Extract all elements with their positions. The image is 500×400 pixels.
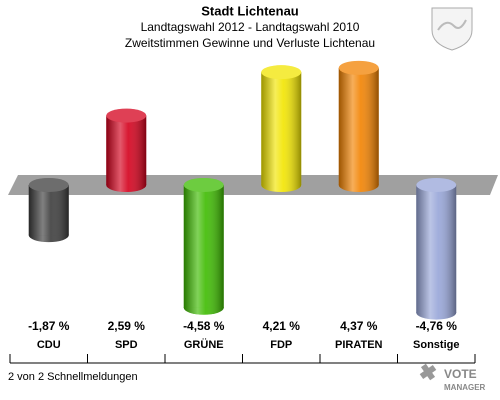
bar-top-shade — [338, 60, 379, 75]
bar-shade — [338, 67, 379, 185]
chart-subtitle: Zweitstimmen Gewinne und Verluste Lichte… — [125, 36, 375, 50]
bar-top — [106, 108, 147, 123]
bar-top — [261, 65, 302, 80]
value-label: 4,37 % — [340, 319, 378, 333]
x-tick-label: FDP — [270, 339, 292, 351]
x-tick-label: Sonstige — [413, 339, 459, 351]
bar-top — [28, 178, 69, 192]
logo-text: VOTE — [444, 367, 477, 381]
bar-shade — [28, 185, 69, 236]
bar-shade — [183, 185, 224, 308]
x-tick-label: CDU — [37, 339, 61, 351]
bar-top — [416, 178, 457, 192]
footer: 2 von 2 Schnellmeldungen — [8, 371, 138, 383]
x-tick-label: PIRATEN — [335, 339, 383, 351]
value-label: 4,21 % — [263, 319, 301, 333]
value-label: 2,59 % — [108, 319, 146, 333]
bar-top-shade — [28, 178, 69, 192]
bar-shade — [106, 115, 147, 185]
value-label: -4,76 % — [416, 319, 458, 333]
value-label: -1,87 % — [28, 319, 70, 333]
bar-top — [183, 178, 224, 192]
coat-of-arms — [431, 7, 473, 51]
bar-top-shade — [183, 178, 224, 192]
bar-top-shade — [106, 108, 147, 123]
coat-of-arms-detail — [437, 19, 467, 31]
logo-text: MANAGER — [444, 383, 486, 392]
bar-top-shade — [416, 178, 457, 192]
x-tick-label: SPD — [115, 339, 138, 351]
bar-top — [338, 60, 379, 75]
x-tick-label: GRÜNE — [184, 338, 224, 351]
chart-subtitle: Landtagswahl 2012 - Landtagswahl 2010 — [141, 20, 360, 34]
logo-mark — [419, 363, 437, 381]
bar-shade — [261, 72, 302, 185]
chart-title: Stadt Lichtenau — [201, 3, 299, 18]
bar-shade — [416, 185, 457, 313]
bar-top-shade — [261, 65, 302, 80]
value-label: -4,58 % — [183, 319, 225, 333]
